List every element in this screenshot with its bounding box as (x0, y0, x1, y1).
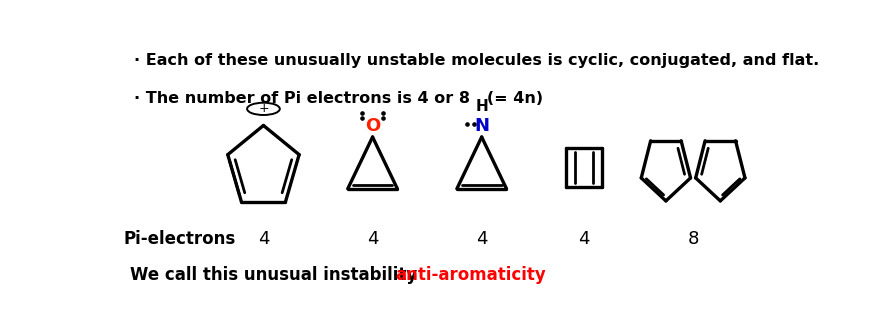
Text: N: N (474, 117, 489, 135)
Text: 4: 4 (476, 230, 488, 248)
Text: anti-aromaticity: anti-aromaticity (395, 266, 546, 284)
Text: Pi-electrons: Pi-electrons (123, 230, 236, 248)
Text: 4: 4 (578, 230, 590, 248)
Text: 4: 4 (367, 230, 378, 248)
Text: · Each of these unusually unstable molecules is cyclic, conjugated, and flat.: · Each of these unusually unstable molec… (134, 52, 819, 68)
Text: 8: 8 (687, 230, 699, 248)
Text: O: O (365, 117, 380, 135)
Text: +: + (258, 102, 268, 115)
Text: 4: 4 (258, 230, 269, 248)
Text: We call this unusual instability: We call this unusual instability (130, 266, 423, 284)
Text: H: H (475, 99, 488, 114)
Text: · The number of Pi electrons is 4 or 8   (= 4n): · The number of Pi electrons is 4 or 8 (… (134, 91, 543, 106)
